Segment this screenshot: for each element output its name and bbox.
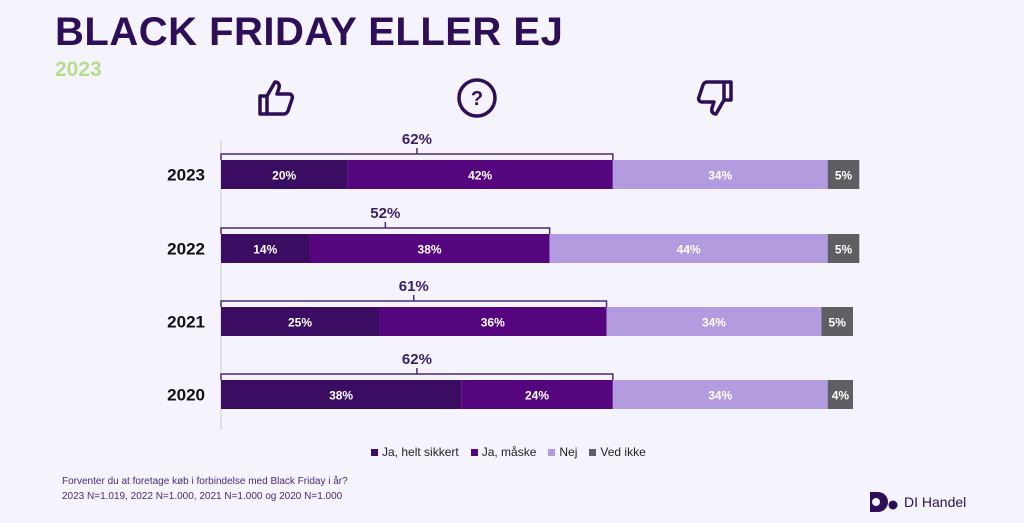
data-label: 5%	[835, 243, 853, 257]
data-label: 42%	[468, 169, 492, 183]
data-label: 38%	[329, 389, 353, 403]
bar-segment	[221, 307, 379, 336]
data-label: 14%	[253, 243, 277, 257]
legend: Ja, helt sikkert Ja, måske Nej Ved ikke	[371, 445, 646, 459]
category-label: 2021	[167, 313, 205, 332]
legend-label: Ved ikke	[600, 445, 646, 459]
bar-segment	[379, 307, 607, 336]
bracket	[220, 222, 551, 234]
legend-label: Nej	[559, 445, 578, 459]
bar-segment	[827, 234, 860, 263]
footnote-question: Forventer du at foretage køb i forbindel…	[62, 476, 348, 487]
bar-segment	[309, 234, 550, 263]
data-label: 4%	[832, 389, 850, 403]
di-logo-icon	[870, 492, 898, 512]
data-label: 36%	[481, 316, 505, 330]
bracket	[220, 368, 614, 380]
bracket-label: 61%	[399, 278, 429, 295]
data-label: 5%	[835, 169, 853, 183]
bar-segment	[612, 160, 828, 189]
bracket	[220, 148, 614, 160]
brand-logo: DI Handel	[868, 490, 966, 514]
thumbs-down-icon	[696, 80, 733, 116]
bar-segment	[221, 234, 310, 263]
category-label: 2023	[167, 166, 205, 185]
data-label: 34%	[702, 316, 726, 330]
bar-segment	[221, 380, 462, 409]
legend-item: Nej	[548, 445, 577, 459]
bracket	[220, 295, 608, 307]
data-label: 38%	[418, 243, 442, 257]
bracket-label: 62%	[402, 351, 432, 368]
bar-segment	[461, 380, 613, 409]
data-label: 5%	[829, 316, 847, 330]
stacked-bar-chart: 2023 20% 42% 34% 5% 62% 2022 14% 38% 44% 5% 52% 2021…	[167, 131, 860, 430]
category-label: 2020	[167, 386, 205, 405]
bar-segment	[827, 160, 860, 189]
data-label: 20%	[272, 169, 296, 183]
data-label: 34%	[708, 389, 732, 403]
bar-segment	[221, 160, 348, 189]
data-label: 44%	[677, 243, 701, 257]
bar-segment	[347, 160, 613, 189]
legend-label: Ja, måske	[481, 445, 537, 459]
thumbs-up-icon	[258, 80, 295, 116]
page-title: BLACK FRIDAY ELLER EJ	[55, 10, 564, 54]
data-label: 34%	[708, 169, 732, 183]
footnote-sample: 2023 N=1.019, 2022 N=1.000, 2021 N=1.000…	[62, 491, 343, 502]
footnote: Forventer du at foretage køb i forbindel…	[62, 474, 348, 504]
bar-segment	[612, 380, 828, 409]
page-subtitle: 2023	[55, 58, 102, 81]
bar-segment	[606, 307, 822, 336]
data-label: 24%	[525, 389, 549, 403]
legend-item: Ja, måske	[470, 445, 537, 459]
bar-segment	[549, 234, 828, 263]
question-icon: ?	[457, 78, 497, 118]
bracket-label: 52%	[370, 205, 400, 222]
data-label: 25%	[288, 316, 312, 330]
bracket-label: 62%	[402, 131, 432, 148]
legend-item: Ja, helt sikkert	[371, 445, 459, 459]
bar-segment	[827, 380, 853, 409]
legend-item: Ved ikke	[589, 445, 646, 459]
bar-segment	[821, 307, 853, 336]
legend-label: Ja, helt sikkert	[382, 445, 459, 459]
category-label: 2022	[167, 240, 205, 259]
svg-text:?: ?	[471, 88, 483, 110]
brand-name: DI Handel	[904, 494, 967, 510]
